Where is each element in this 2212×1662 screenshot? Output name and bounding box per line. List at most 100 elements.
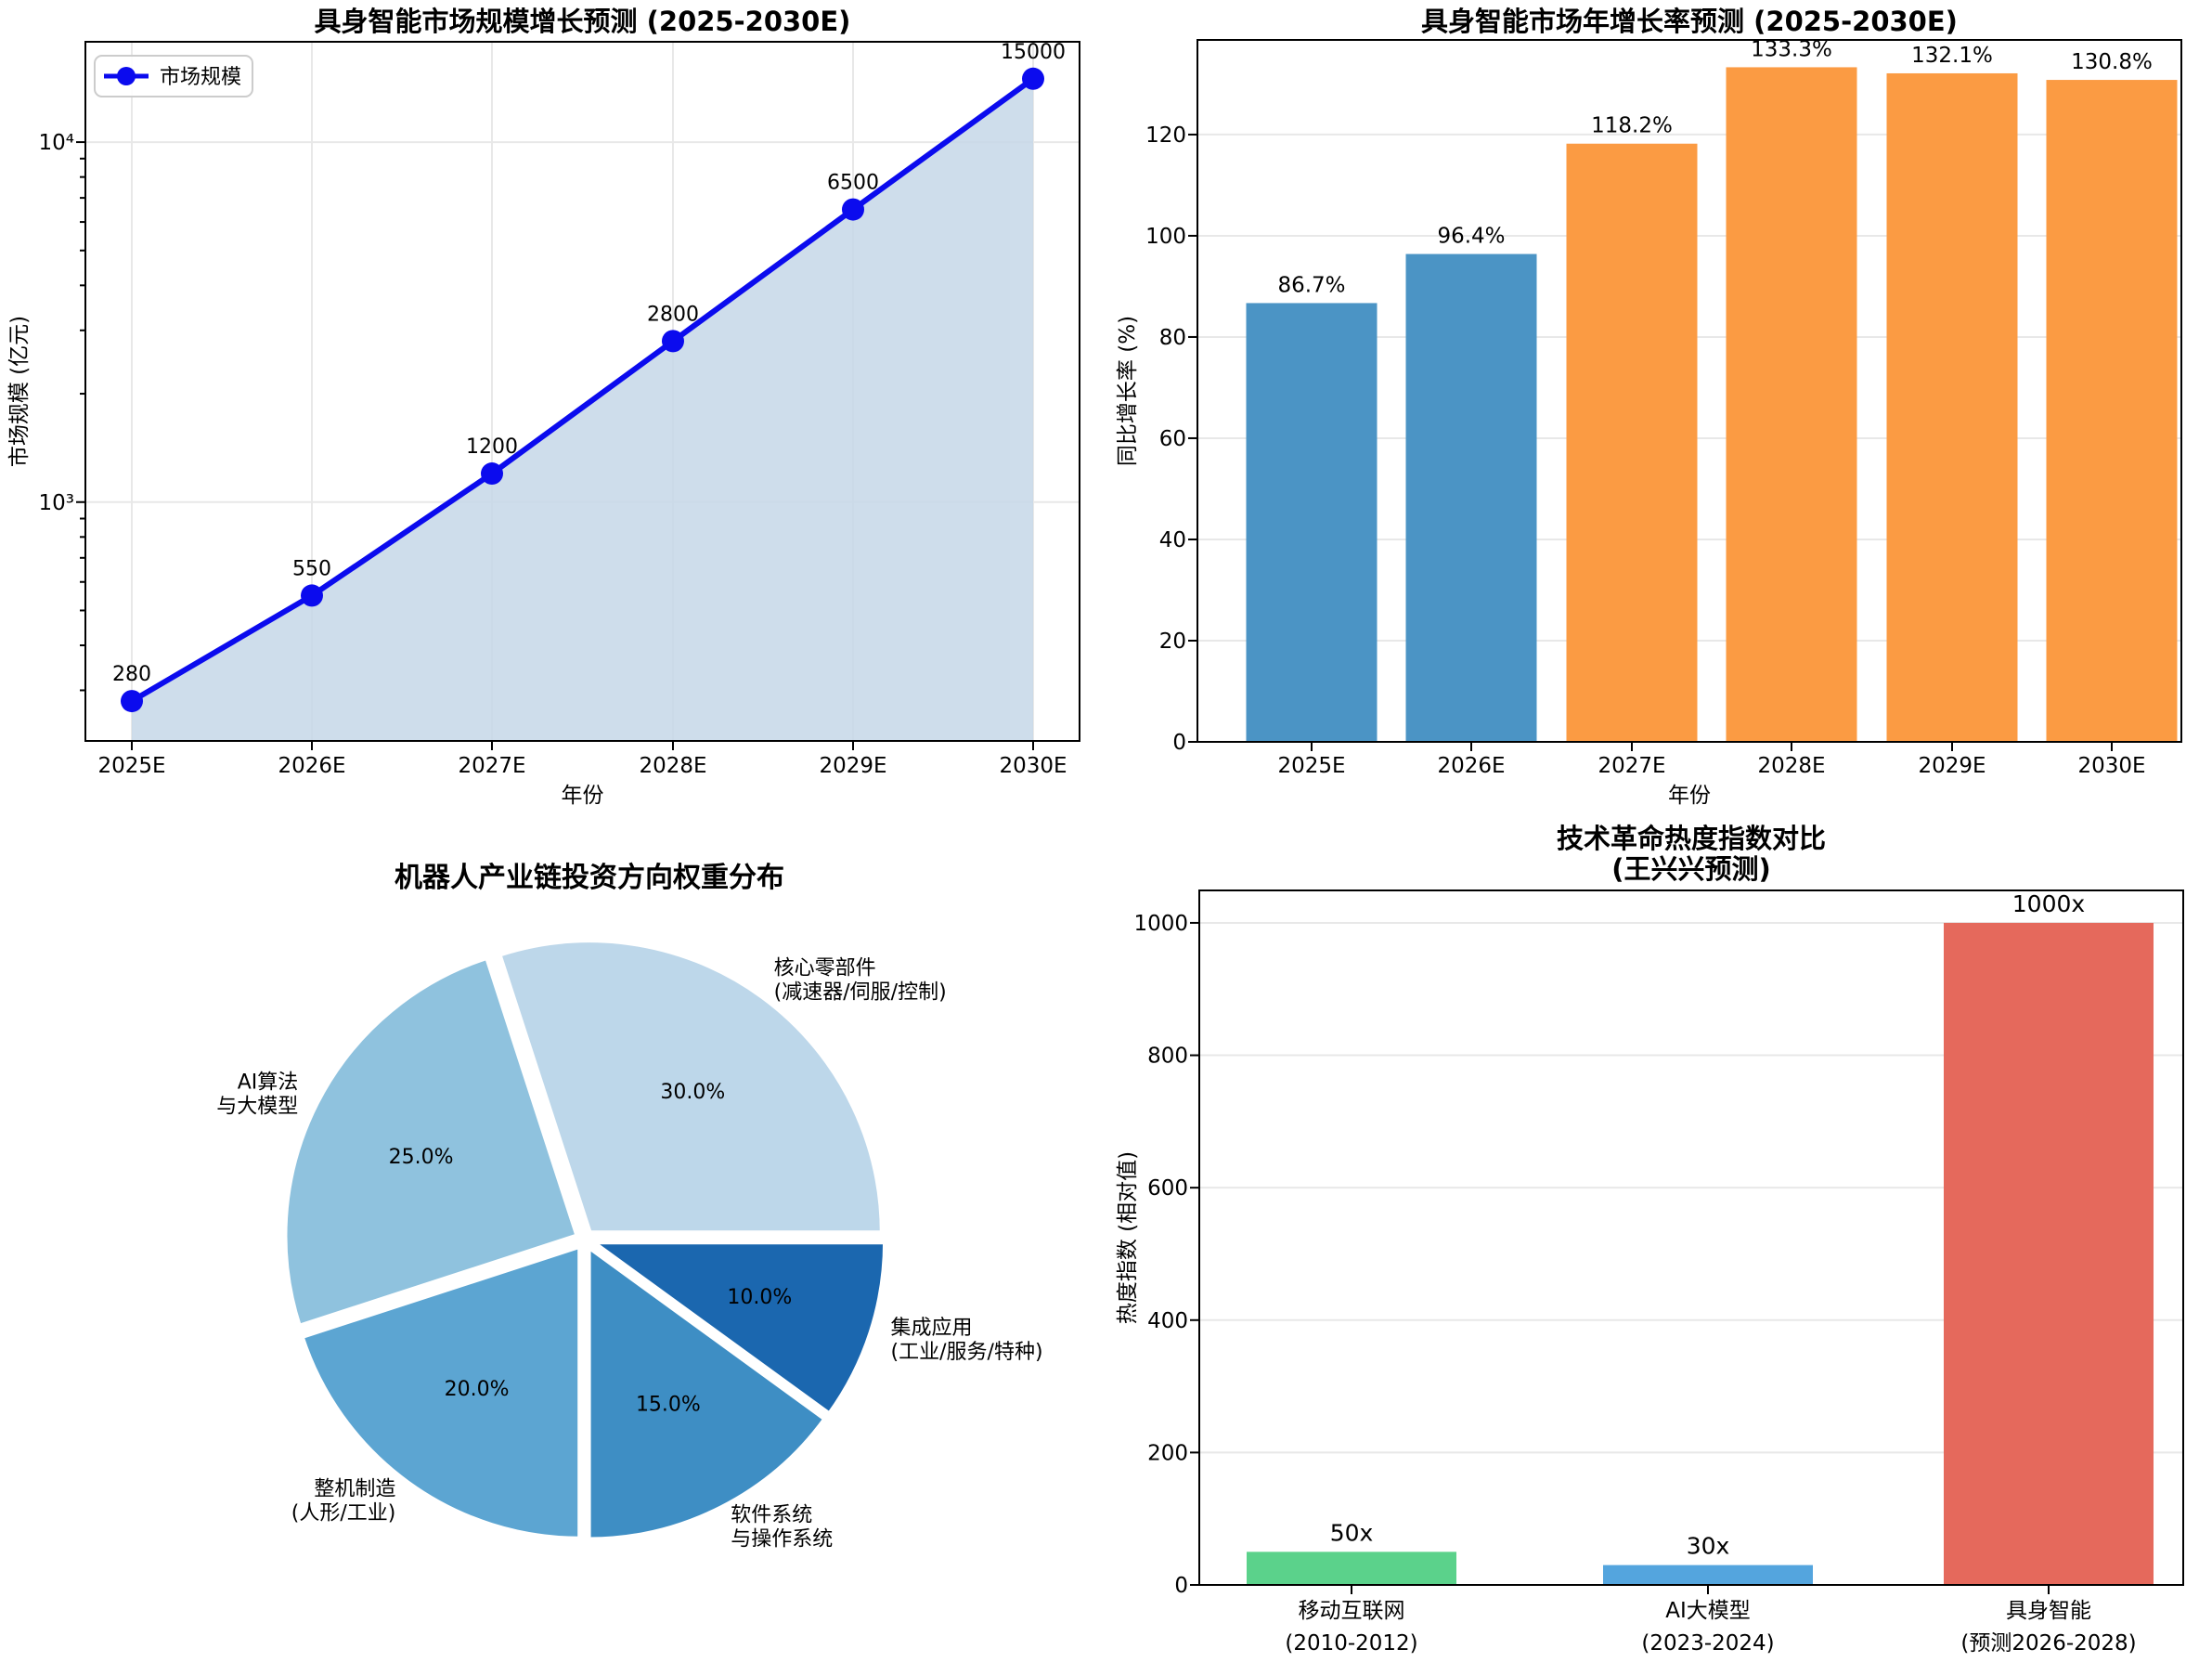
x-tick-label: (2023-2024) [1641,1631,1774,1656]
pie-slice-4 [282,954,580,1329]
bar-50x [1247,1552,1456,1585]
y-tick-label: 0 [1172,731,1186,755]
pie-slice-1 [590,1240,888,1417]
bar-value-label: 1000x [2012,890,2085,917]
bar-1000x [1944,922,2154,1585]
data-point-marker [121,690,143,713]
x-tick-label: 2028E [1757,754,1825,778]
y-tick-label: 120 [1145,123,1186,148]
data-point-marker [1022,67,1044,90]
legend-box [94,55,253,97]
bar-value-label: 132.1% [1911,44,1993,68]
x-tick-label: (预测2026-2028) [1960,1631,2136,1656]
axes-spines [1197,39,2182,743]
y-tick-label: 10⁴ [39,131,75,155]
chart-title: 具身智能市场规模增长预测 (2025-2030E) [315,6,851,37]
y-tick-label: 1000 [1133,912,1188,936]
y-axis-label: 同比增长率 (%) [1116,316,1140,466]
pie-slice-label: 与大模型 [216,1096,298,1119]
legend-marker-icon [117,67,136,85]
x-tick-label: 2026E [1437,754,1505,778]
x-tick-label: 2027E [458,754,525,778]
data-point-label: 15000 [1001,41,1066,64]
bar-2028E [1726,67,1857,743]
legend-label: 市场规模 [160,66,241,89]
bar-value-label: 50x [1330,1519,1374,1546]
pie-slice-label: (工业/服务/特种) [891,1341,1043,1364]
y-tick-label: 600 [1147,1176,1188,1201]
data-point-label: 6500 [827,172,879,195]
chart-title: (王兴兴预测) [1611,853,1771,885]
x-tick-label: 2028E [639,754,706,778]
bar-value-label: 130.8% [2071,50,2153,74]
bar-value-label: 133.3% [1751,37,1832,61]
x-tick-label: 具身智能 [2006,1599,2091,1623]
x-axis-label: 年份 [562,784,604,808]
pie-slice-2 [586,1244,828,1542]
x-tick-label: 2026E [278,754,345,778]
bar-30x [1603,1565,1813,1585]
pie-slice-label: 软件系统 [731,1504,812,1527]
y-tick-label: 60 [1159,427,1186,451]
pie-pct-label: 15.0% [636,1393,701,1416]
axes-spines [84,41,1080,742]
y-tick-label: 80 [1159,326,1186,350]
x-tick-label: 2029E [1918,754,1986,778]
bar-value-label: 96.4% [1437,225,1505,249]
x-tick-label: 移动互联网 [1299,1599,1405,1623]
y-tick-label: 40 [1159,528,1186,552]
data-point-label: 280 [112,663,151,686]
data-point-marker [481,462,503,486]
bar-value-label: 30x [1687,1533,1730,1560]
y-tick-label: 200 [1147,1441,1188,1465]
x-tick-label: 2030E [999,754,1067,778]
x-tick-label: 2030E [2077,754,2145,778]
pie-slice-label: 集成应用 [891,1317,973,1340]
pie-pct-label: 25.0% [389,1146,454,1169]
pie-slice-label: (减速器/伺服/控制) [774,981,947,1005]
x-tick-label: AI大模型 [1665,1599,1751,1623]
bar-2025E [1246,303,1378,742]
pie-pct-label: 10.0% [727,1286,792,1309]
x-tick-label: 2029E [819,754,886,778]
pie-pct-label: 30.0% [660,1081,725,1104]
market-size-line [130,76,1035,704]
y-tick-label: 0 [1174,1574,1188,1598]
axes-spines [1198,889,2184,1586]
bar-value-label: 86.7% [1277,273,1345,297]
pie-slice-0 [497,938,885,1236]
chart-growth-rate: 86.7% 96.4% 118.2% 133.3% 132.1% 130.8% 2025E 2… [1116,6,2182,808]
pie-slice-label: 与操作系统 [731,1528,833,1552]
chart-market-size: 280 550 1200 2800 6500 15000 2025E 2026E 2027E 20… [7,6,1080,808]
pie-slice-label: AI算法 [238,1071,299,1095]
pie-slice-label: (人形/工业) [291,1501,396,1525]
pie-pct-label: 20.0% [445,1378,510,1401]
y-axis-label: 市场规模 (亿元) [7,316,32,467]
bar-2026E [1405,253,1537,742]
bar-2027E [1566,143,1698,743]
y-tick-label: 400 [1147,1309,1188,1333]
chart-heat-index: 50x 30x 1000x 移动互联网 (2010-2012) AI大模型 (2023-20… [1116,823,2184,1656]
chart-title: 技术革命热度指数对比 [1557,823,1826,854]
bar-2030E [2046,80,2178,743]
y-axis-label: 热度指数 (相对值) [1116,1151,1140,1324]
bar-2029E [1886,72,2018,742]
bar-value-label: 118.2% [1591,114,1673,138]
x-axis-label: 年份 [1668,784,1711,808]
chart-investment-pie: 机器人产业链投资方向权重分布 30.0% 核心零部件(减速器/伺服/控制) 10.0%… [216,862,1042,1552]
chart-title: 具身智能市场年增长率预测 (2025-2030E) [1421,6,1958,37]
data-point-label: 2800 [647,303,699,326]
x-tick-label: (2010-2012) [1285,1631,1417,1656]
data-point-label: 550 [292,557,331,580]
x-tick-label: 2025E [97,754,165,778]
x-tick-label: 2027E [1598,754,1665,778]
y-tick-label: 100 [1145,225,1186,249]
y-tick-label: 800 [1147,1045,1188,1069]
data-point-marker [301,584,323,607]
y-tick-label: 10³ [39,491,75,515]
y-tick-label: 20 [1159,630,1186,654]
x-tick-label: 2025E [1277,754,1345,778]
